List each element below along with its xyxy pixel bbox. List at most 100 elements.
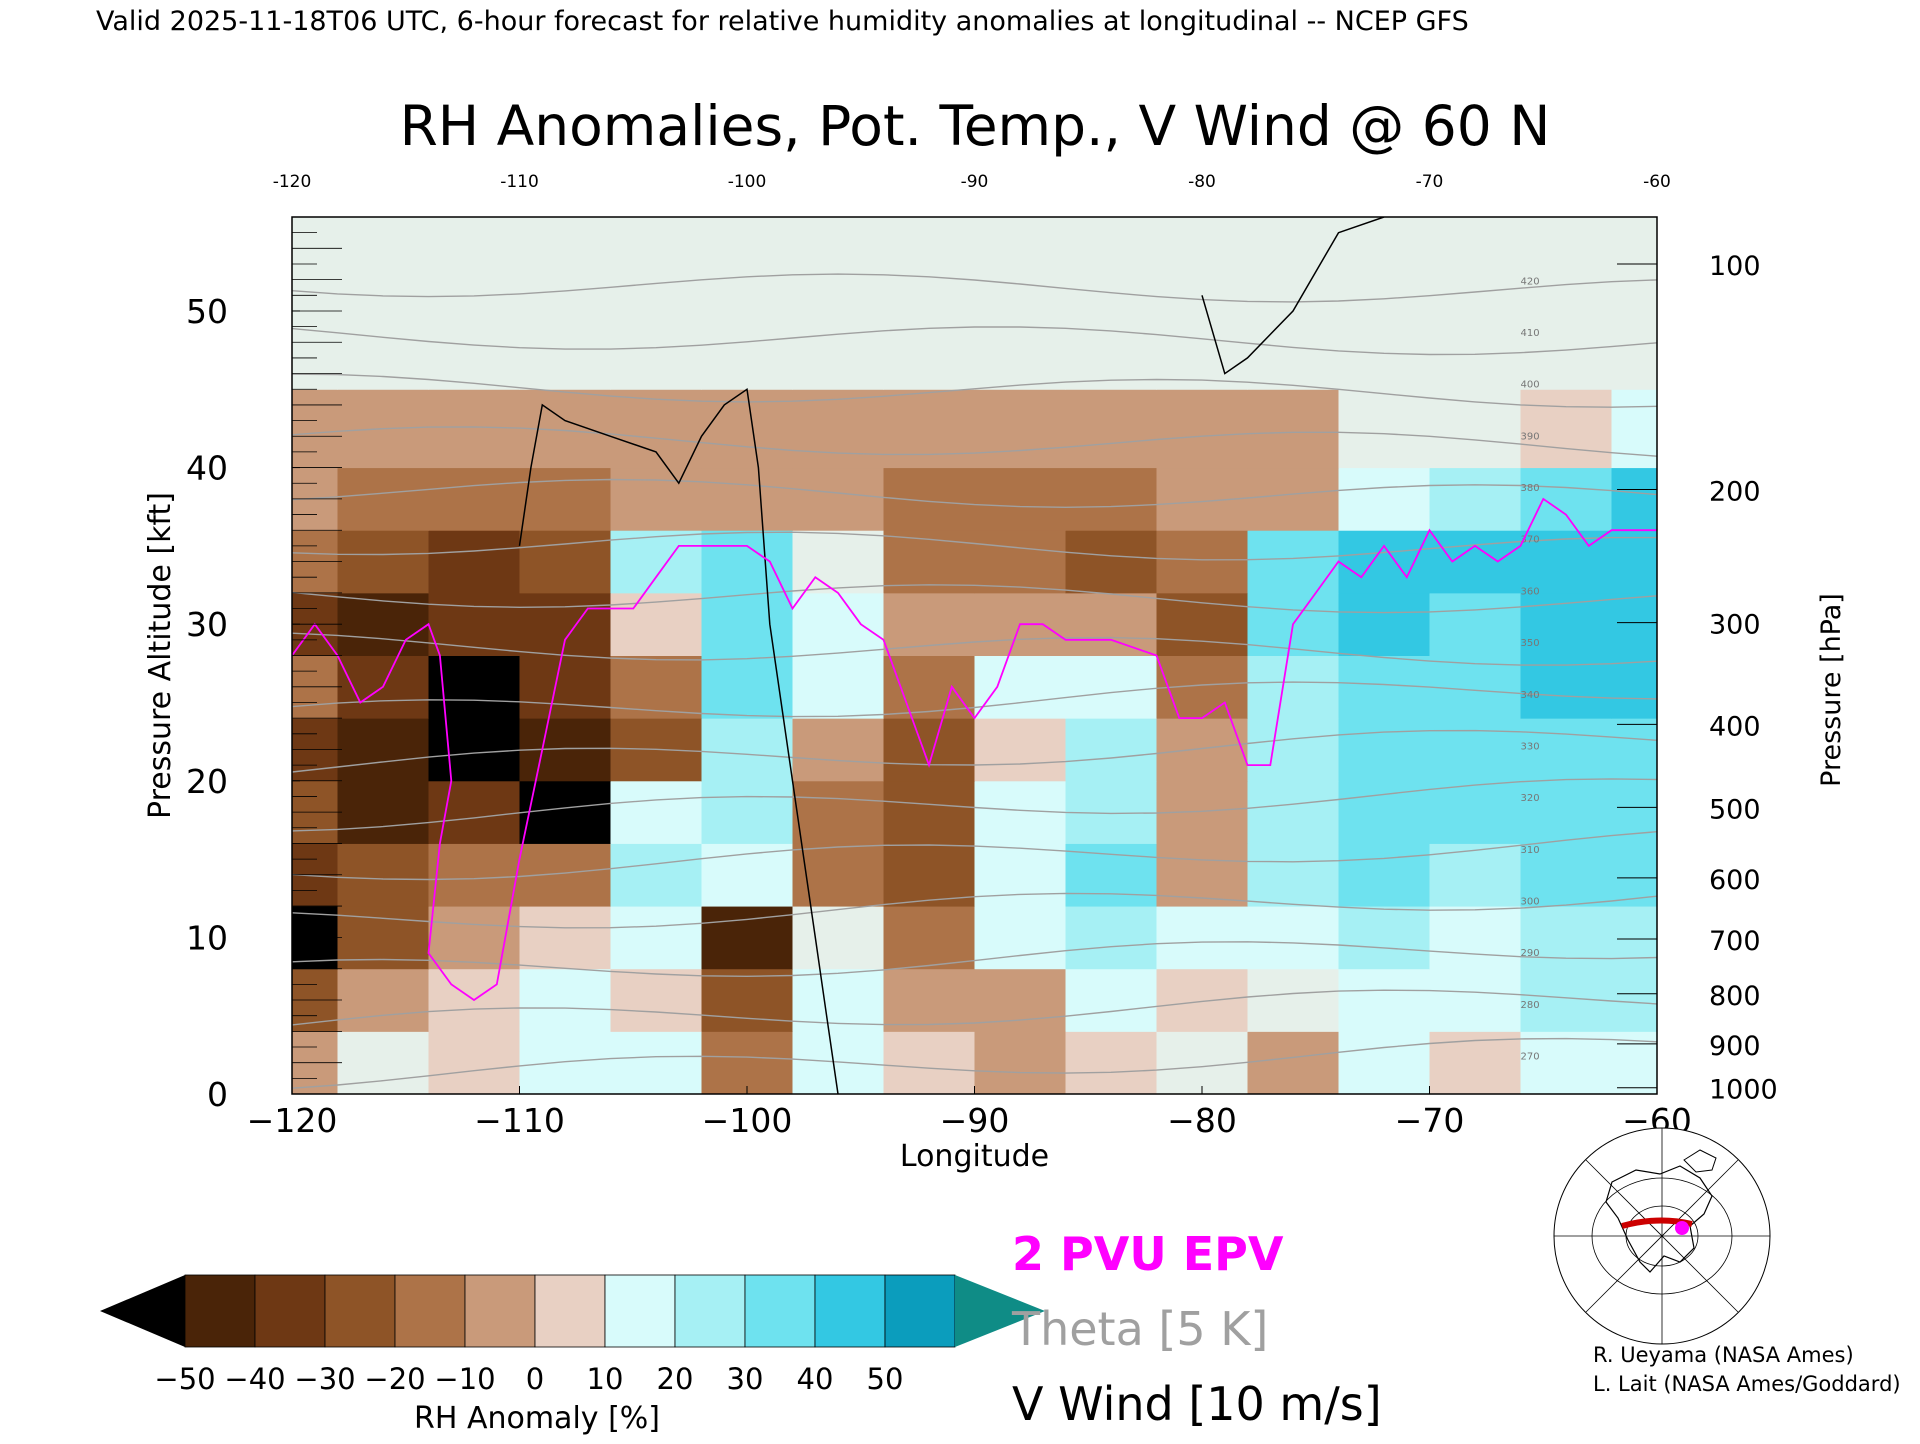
rh-cell <box>1156 217 1248 296</box>
colorbar-swatch <box>744 1274 816 1348</box>
rh-cell <box>792 655 884 719</box>
rh-cell <box>428 217 520 296</box>
rh-cell <box>1429 389 1521 469</box>
rh-cell <box>1520 1031 1612 1094</box>
rh-cell <box>1247 718 1339 782</box>
rh-cell <box>1338 295 1430 390</box>
rh-cell <box>428 906 520 970</box>
rh-cell <box>519 968 611 1032</box>
rh-cell <box>519 217 611 296</box>
rh-cell <box>519 1031 611 1094</box>
colorbar-swatch <box>324 1274 396 1348</box>
theta-line <box>292 729 1657 773</box>
rh-cell <box>883 843 975 907</box>
rh-cell <box>701 780 793 844</box>
rh-cell <box>337 1031 429 1094</box>
rh-cell <box>1338 1031 1430 1094</box>
colorbar-swatch <box>394 1274 466 1348</box>
rh-cell <box>1247 655 1339 719</box>
theta-line-label: 310 <box>1521 845 1540 856</box>
rh-cell <box>1065 389 1157 469</box>
rh-cell <box>792 1031 884 1094</box>
rh-cell <box>1611 655 1657 719</box>
rh-cell <box>519 530 611 594</box>
rh-cell <box>1065 906 1157 970</box>
rh-cell <box>1065 718 1157 782</box>
axes: −120 -120 −110 -110 −100 -100 −90 -90 −80 -80 −70 -… <box>143 172 1847 1174</box>
rh-cell <box>883 389 975 469</box>
rh-cell <box>428 467 520 531</box>
rh-cell <box>1247 389 1339 469</box>
v-wind-zero-line <box>518 387 839 1094</box>
rh-cell <box>610 968 702 1032</box>
rh-cell <box>1247 968 1339 1032</box>
rh-cell <box>1520 718 1612 782</box>
colorbar-label: RH Anomaly [%] <box>414 1401 660 1436</box>
theta-line <box>292 373 1657 408</box>
theta-line <box>292 681 1657 718</box>
theta-line <box>292 1037 1657 1089</box>
x-top-tick-label: -120 <box>273 172 312 192</box>
rh-cell <box>883 530 975 594</box>
rh-cell <box>610 389 702 469</box>
rh-cell <box>1429 295 1521 390</box>
epv-line-path <box>292 497 1657 1002</box>
theta-line-label: 370 <box>1521 535 1540 546</box>
rh-cell <box>1429 467 1521 531</box>
rh-cell <box>1156 295 1248 390</box>
rh-cell <box>883 968 975 1032</box>
theta-line-label: 410 <box>1521 328 1540 339</box>
rh-cell <box>1611 467 1657 531</box>
legend-epv: 2 PVU EPV <box>1012 1227 1284 1281</box>
theta-line-label: 280 <box>1521 1000 1540 1011</box>
rh-cell <box>1065 1031 1157 1094</box>
rh-cell <box>610 530 702 594</box>
credit-line-1: R. Ueyama (NASA Ames) <box>1593 1343 1854 1367</box>
rh-cell <box>337 968 429 1032</box>
colorbar-under-arrow <box>100 1275 185 1347</box>
pressure-tick-label: 500 <box>1709 794 1761 825</box>
x-top-tick-label: -90 <box>961 172 989 192</box>
rh-cell <box>1520 389 1612 469</box>
rh-cell <box>1338 592 1430 656</box>
rh-cell <box>428 530 520 594</box>
rh-cell <box>701 968 793 1032</box>
rh-cell <box>792 295 884 390</box>
rh-cell <box>1611 718 1657 782</box>
rh-cell <box>1338 389 1430 469</box>
rh-cell <box>1611 906 1657 970</box>
rh-cell <box>337 530 429 594</box>
rh-cell <box>701 655 793 719</box>
rh-cell <box>974 530 1066 594</box>
rh-cell <box>1429 780 1521 844</box>
rh-cell <box>792 467 884 531</box>
colorbar-tick-label: −10 <box>434 1362 495 1396</box>
colorbar-tick-label: 0 <box>526 1362 544 1396</box>
theta-line-label: 290 <box>1521 948 1540 959</box>
theta-line <box>292 273 1657 303</box>
rh-cell <box>1338 843 1430 907</box>
rh-cell <box>792 843 884 907</box>
colorbar-swatch <box>534 1274 606 1348</box>
rh-cell <box>1520 655 1612 719</box>
rh-cell <box>1156 843 1248 907</box>
rh-cell <box>701 843 793 907</box>
rh-cell <box>883 718 975 782</box>
rh-colorbar: −50 −40 −30 −20 −10 0 10 20 30 40 50 <box>100 1274 1045 1396</box>
rh-cell <box>792 718 884 782</box>
rh-cell <box>1611 968 1657 1032</box>
rh-cell <box>883 295 975 390</box>
y-axis-label-left: Pressure Altitude [kft] <box>143 492 178 819</box>
rh-cell <box>883 217 975 296</box>
theta-line <box>292 584 1657 614</box>
theta-line <box>292 326 1657 356</box>
colorbar-tick-label: −20 <box>364 1362 425 1396</box>
rh-cell <box>792 592 884 656</box>
rh-cell <box>610 217 702 296</box>
rh-cell <box>1520 843 1612 907</box>
rh-cell <box>792 217 884 296</box>
rh-cell <box>1338 906 1430 970</box>
rh-cell <box>974 843 1066 907</box>
theta-line <box>292 778 1657 832</box>
